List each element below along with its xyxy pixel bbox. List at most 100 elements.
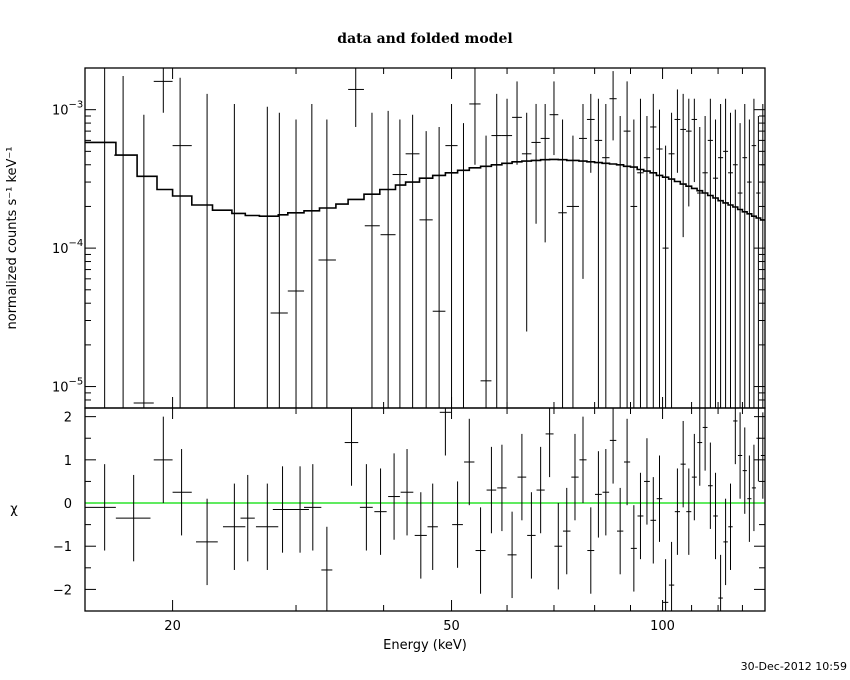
residual-point [464,418,475,506]
data-point [586,93,595,173]
data-point [469,68,481,165]
residual-point [172,449,192,536]
y-tick-label: 1 [64,454,72,469]
top-panel: 10−3 10−4 10−5 normalized counts s⁻¹ keV⁻¹ [5,67,766,409]
residual-point [691,433,697,521]
data-point [392,119,408,408]
residual-point [756,408,761,482]
data-point [737,123,743,408]
x-tick-label: 100 [650,619,675,634]
data-point [480,135,492,408]
residual-point [686,468,692,555]
residual-point [304,464,322,551]
residual-point [290,466,309,553]
data-point [668,112,675,408]
bottom-panel-frame [84,407,766,612]
top-panel-frame [84,67,766,409]
data-point [270,112,288,408]
y-tick-label: −2 [53,583,72,598]
residual-point [272,466,292,553]
data-point [728,112,733,408]
residual-point [240,474,255,562]
x-tick-label: 50 [443,619,460,634]
data-point [521,112,532,332]
data-point [540,103,550,243]
bottom-panel: 2 1 0 −1 −2 χ [10,407,766,612]
residual-point [680,420,686,508]
data-point [364,112,380,408]
residual-point [713,472,718,560]
chart-title: data and folded model [337,31,512,47]
data-point [594,98,603,408]
bottom-y-axis-label: χ [10,502,18,517]
residual-point [637,472,644,560]
residual-point [554,503,563,590]
residual-point [579,416,587,504]
residual-point [728,483,733,570]
data-point [630,119,638,408]
data-point [643,116,651,408]
residual-point [255,483,279,570]
data-point [153,68,173,113]
data-point [623,81,631,408]
y-tick-label: −1 [53,540,72,555]
residual-point [507,511,517,599]
residual-point [486,446,497,534]
residual-point [662,559,669,611]
data-point [685,98,692,207]
residual-point [153,416,173,504]
residual-point [674,468,681,555]
y-tick-label: 10−5 [52,377,83,396]
data-point [531,103,541,224]
data-point [718,103,724,408]
residual-point [344,408,359,486]
residual-point [747,455,752,542]
residual-point [702,408,708,471]
residual-point [439,408,451,456]
data-point [380,110,396,408]
data-point [491,93,502,408]
data-point [419,131,433,408]
data-point [579,103,587,279]
data-point [723,98,729,408]
model-step-line [85,141,765,221]
data-point [609,71,617,141]
data-point [133,114,154,408]
data-point [742,103,748,408]
data-point [656,109,663,408]
residual-point [708,442,713,529]
data-point [445,103,458,408]
data-point [674,89,681,173]
data-point [697,126,703,408]
data-point [691,98,698,183]
residual-point [359,464,373,551]
data-point [512,81,522,165]
residual-point [595,451,602,538]
residual-point [668,541,675,611]
residual-point [497,444,507,532]
data-point [566,135,580,408]
x-tick-label: 20 [164,619,181,634]
residual-point [733,408,738,465]
data-point [348,68,364,127]
data-point [712,119,719,408]
data-points [85,68,765,408]
data-point [637,98,644,408]
residual-point [650,477,657,564]
residual-point [617,487,624,575]
residual-point [697,408,703,486]
residual-point [760,412,765,499]
residual-point [517,433,527,521]
residual-point [85,464,116,551]
residual-point [571,433,579,521]
data-point [616,116,624,408]
model-curve [85,141,765,221]
residual-point [115,474,151,562]
residual-point [388,453,400,540]
data-point [732,109,738,408]
y-tick-label: 10−3 [52,100,83,119]
data-point [549,81,559,156]
data-point [501,98,513,408]
data-point [432,126,446,408]
residual-point [644,438,650,525]
